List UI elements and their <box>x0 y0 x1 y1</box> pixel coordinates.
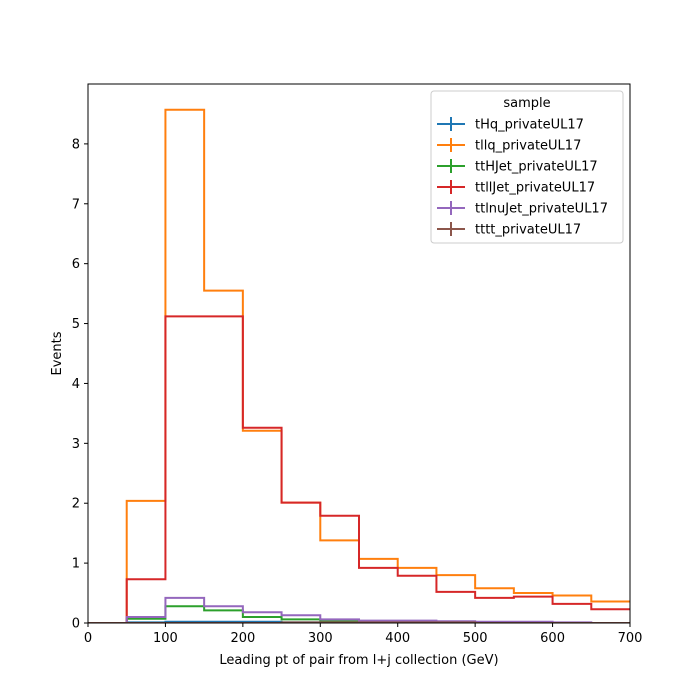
legend-entry-label: ttlnuJet_privateUL17 <box>475 202 608 217</box>
y-tick-label: 8 <box>72 137 80 152</box>
x-tick-label: 700 <box>618 631 643 646</box>
plot-area: 0 100 200 300 400 500 600 700 0 1 2 3 4 5 6 7 8 <box>72 83 643 646</box>
series-line-ttlnuJet_privateUL17 <box>88 596 630 623</box>
legend-entry-label: ttHJet_privateUL17 <box>475 160 598 175</box>
y-tick-label: 7 <box>72 197 80 212</box>
x-tick-label: 500 <box>463 631 488 646</box>
y-tick-label: 6 <box>72 257 80 272</box>
x-tick-label: 0 <box>84 631 92 646</box>
y-axis-label: Events <box>50 331 65 375</box>
legend-entry-label: ttllJet_privateUL17 <box>475 181 595 196</box>
x-tick-label: 600 <box>540 631 565 646</box>
y-tick-label: 0 <box>72 617 80 632</box>
legend: sample tHq_privateUL17 tllq_privateUL17tt… <box>430 90 624 244</box>
legend-entry-label: tttt_privateUL17 <box>475 223 581 238</box>
legend-title: sample <box>503 96 550 111</box>
series-line-tttt_privateUL17 <box>88 621 630 623</box>
plot-frame <box>87 83 631 624</box>
y-tick-label: 1 <box>72 557 80 572</box>
legend-entry-label: tHq_privateUL17 <box>475 118 584 133</box>
series-line-ttllJet_privateUL17 <box>88 315 630 623</box>
x-tick-label: 200 <box>230 631 255 646</box>
x-tick-label: 400 <box>385 631 410 646</box>
x-tick-label: 100 <box>153 631 178 646</box>
x-axis-label: Leading pt of pair from l+j collection (… <box>219 653 498 668</box>
legend-box <box>430 90 624 244</box>
x-tick-label: 300 <box>308 631 333 646</box>
y-tick-label: 5 <box>72 317 80 332</box>
y-tick-label: 3 <box>72 437 80 452</box>
legend-entry-label: tllq_privateUL17 <box>475 139 581 154</box>
y-tick-label: 2 <box>72 497 80 512</box>
y-tick-label: 4 <box>72 377 80 392</box>
